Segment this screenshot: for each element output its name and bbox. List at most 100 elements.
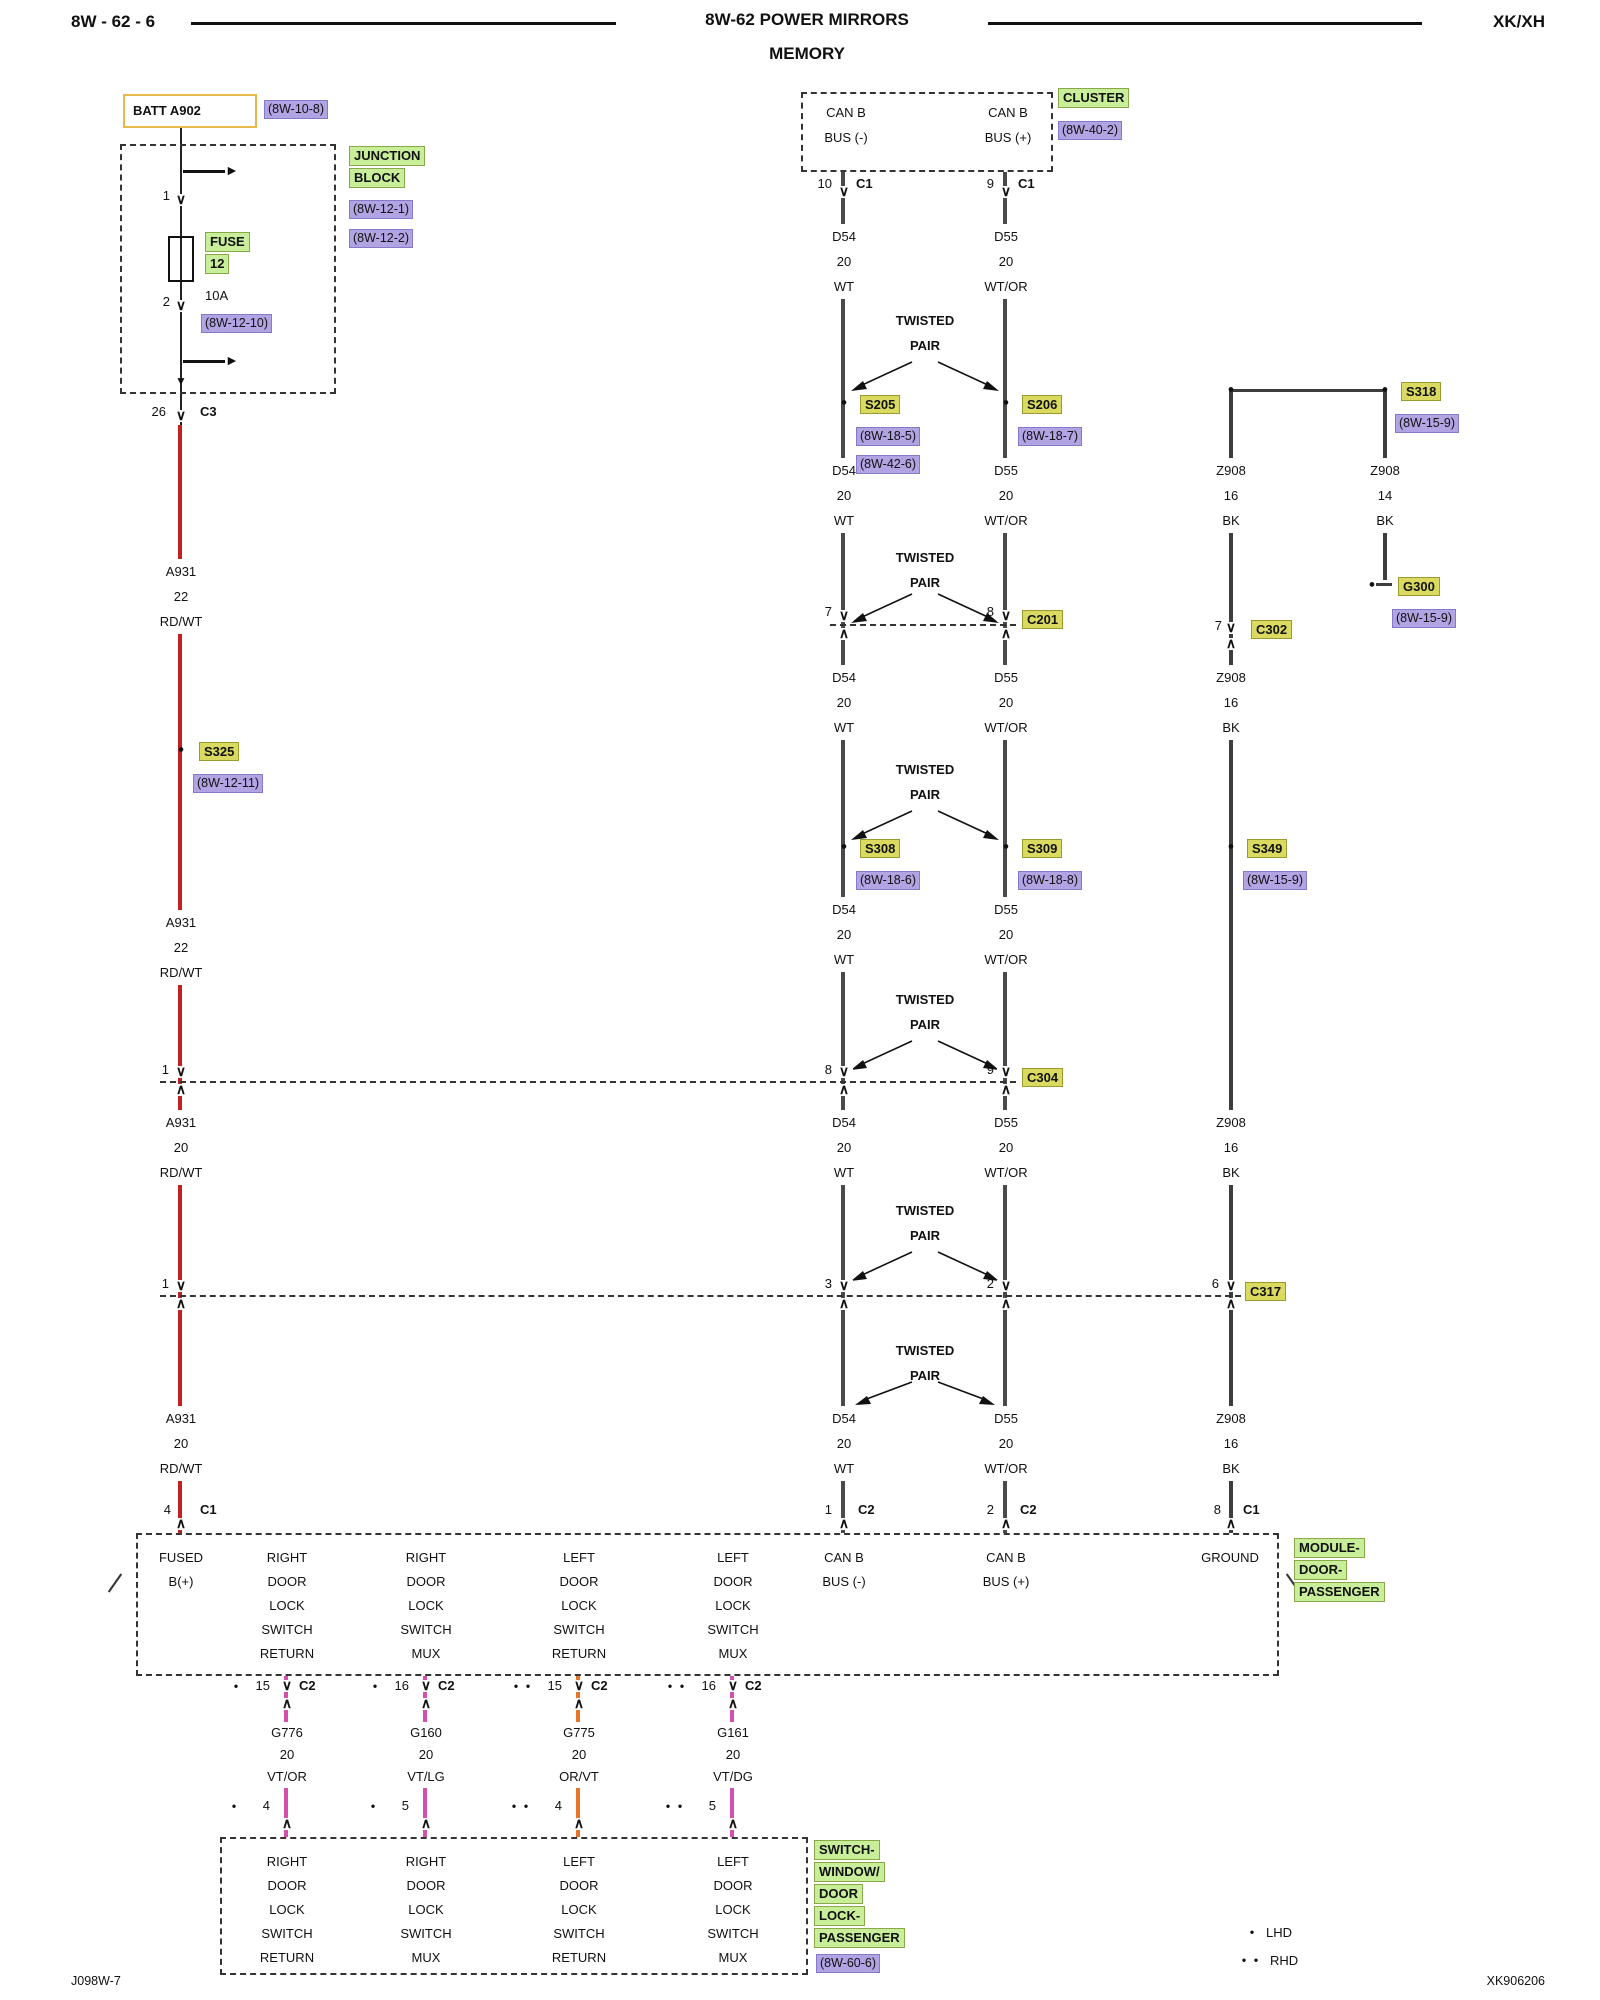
wire-code: Z908 xyxy=(1216,1115,1246,1130)
module-terminal-ground: GROUND xyxy=(1201,1550,1259,1565)
switch-pin-c: 4 xyxy=(554,1798,562,1813)
twisted-pair-label: TWISTED PAIR xyxy=(895,313,955,353)
lhd-marker-dot: ● xyxy=(370,1801,376,1811)
header-rule-left xyxy=(191,22,616,25)
wire-label-d55: D55 20 WT/OR xyxy=(981,224,1031,299)
switch-terminal-right-mux: RIGHT DOOR LOCK SWITCH MUX xyxy=(400,1854,452,1965)
lhd-marker-dot: ● xyxy=(372,1681,378,1691)
wire-gauge: 22 xyxy=(173,940,189,955)
wire-gauge: 14 xyxy=(1377,488,1393,503)
rhd-marker-dot: ● xyxy=(513,1681,519,1691)
battery-label: BATT A902 xyxy=(133,103,201,118)
terminal-line: CAN B xyxy=(826,105,866,120)
c2b-conn: C2 xyxy=(438,1678,455,1693)
s318-branch-line xyxy=(1231,389,1385,392)
wire-code: D54 xyxy=(832,229,856,244)
twisted-pair-label: TWISTED PAIR xyxy=(895,992,955,1032)
connector-symbol: ∧ xyxy=(724,1698,742,1710)
wire-gauge: 20 xyxy=(836,488,852,503)
cluster-can-pos-terminal: CAN B BUS (+) xyxy=(982,100,1035,150)
wire-label-z908-16: Z908 16 BK xyxy=(1213,1110,1249,1185)
twisted-pair-label: TWISTED PAIR xyxy=(895,1343,955,1383)
page-subtitle: MEMORY xyxy=(769,44,845,63)
rhd-marker-dot: ● xyxy=(677,1801,683,1811)
wire-gauge: 20 xyxy=(998,254,1014,269)
c317-pin-left: 3 xyxy=(824,1276,832,1291)
wire-code: Z908 xyxy=(1370,463,1400,478)
connector-symbol: ∨ xyxy=(172,194,190,206)
lhd-marker-dot: ● xyxy=(1249,1927,1255,1937)
wire-color: WT xyxy=(833,952,855,967)
connector-symbol: ∨ xyxy=(835,1280,853,1292)
switch-name-4: LOCK- xyxy=(814,1906,866,1926)
wire-color: RD/WT xyxy=(159,614,203,629)
wire-code: Z908 xyxy=(1216,463,1246,478)
switch-pin-d: 5 xyxy=(708,1798,716,1813)
splice-dot: ● xyxy=(1002,840,1010,853)
module-pin-can-neg: 1 xyxy=(824,1502,832,1517)
wire-gauge: 20 xyxy=(836,695,852,710)
connector-symbol: ∧ xyxy=(278,1818,296,1830)
wire-label-d55: D55 20 WT/OR xyxy=(981,458,1031,533)
platform-code: XK/XH xyxy=(1493,12,1545,31)
connector-symbol: ∨ xyxy=(278,1680,296,1692)
module-pin-can-pos: 2 xyxy=(986,1502,994,1517)
wire-label-d54: D54 20 WT xyxy=(829,458,859,533)
splice-dot: ● xyxy=(1381,383,1389,396)
c2a-pin: 15 xyxy=(255,1678,270,1693)
wire-label-z908-16: Z908 16 BK xyxy=(1213,1406,1249,1481)
wire-code: D55 xyxy=(994,1411,1018,1426)
legend-lhd: LHD xyxy=(1266,1925,1293,1940)
c2c-conn: C2 xyxy=(591,1678,608,1693)
wire-gauge: 20 xyxy=(836,1436,852,1451)
module-name-2: DOOR- xyxy=(1294,1560,1348,1580)
connector-symbol: ∨ xyxy=(172,1280,190,1292)
module-terminal-right-return: RIGHT DOOR LOCK SWITCH RETURN xyxy=(259,1550,315,1661)
c201-pin-right: 8 xyxy=(986,604,994,619)
wire-gauge: 20 xyxy=(836,1140,852,1155)
wire-label-d54: D54 20 WT xyxy=(829,1110,859,1185)
wire-color: WT/OR xyxy=(984,513,1028,528)
ground-dot: ● xyxy=(1368,578,1376,591)
wire-code: A931 xyxy=(165,1115,197,1130)
splice-s318: S318 xyxy=(1401,382,1442,401)
twisted-pair-label: TWISTED PAIR xyxy=(895,1203,955,1243)
splice-s349: S349 xyxy=(1247,839,1288,858)
wire-label-d55: D55 20 WT/OR xyxy=(981,1406,1031,1481)
connector-symbol: ∧ xyxy=(417,1698,435,1710)
down-arrow-icon: ▼ xyxy=(175,374,187,388)
cluster-pos-conn: C1 xyxy=(1018,176,1035,191)
switch-pin-b: 5 xyxy=(401,1798,409,1813)
splice-dot: ● xyxy=(840,840,848,853)
module-conn-batt: C1 xyxy=(200,1502,217,1517)
twisted-pair-label: TWISTED PAIR xyxy=(895,762,955,802)
footer-code: XK906206 xyxy=(1486,1974,1545,1988)
twisted-pair-arrow-icon xyxy=(851,1040,999,1070)
wire-label-d55: D55 20 WT/OR xyxy=(981,665,1031,740)
connector-symbol: ∨ xyxy=(172,300,190,312)
twisted-pair-label: TWISTED PAIR xyxy=(895,550,955,590)
wire-gauge: 22 xyxy=(173,589,189,604)
c317-pin-right: 2 xyxy=(986,1276,994,1291)
wire-code: D54 xyxy=(832,1411,856,1426)
splice-dot: ● xyxy=(840,396,848,409)
switch-name-2: WINDOW/ xyxy=(814,1862,885,1882)
connector-symbol: ∧ xyxy=(278,1698,296,1710)
wire-gauge: 20 xyxy=(998,1140,1014,1155)
connector-symbol: ∨ xyxy=(417,1680,435,1692)
splice-s309: S309 xyxy=(1022,839,1063,858)
bus-tap-line xyxy=(183,360,225,363)
c2d-pin: 16 xyxy=(701,1678,716,1693)
wire-color: WT/OR xyxy=(984,1461,1028,1476)
terminal-line: CAN B xyxy=(988,105,1028,120)
switch-terminal-right-return: RIGHT DOOR LOCK SWITCH RETURN xyxy=(259,1854,315,1965)
connector-symbol: ∧ xyxy=(997,1084,1015,1096)
wire-code: D55 xyxy=(994,902,1018,917)
junction-block-name-1: JUNCTION xyxy=(349,146,426,166)
splice-s308: S308 xyxy=(860,839,901,858)
module-pin-gnd: 8 xyxy=(1213,1502,1221,1517)
d55-wire xyxy=(1003,172,1007,1533)
module-terminal-can-neg: CAN B BUS (-) xyxy=(822,1550,866,1589)
switch-terminal-left-mux: LEFT DOOR LOCK SWITCH MUX xyxy=(707,1854,759,1965)
wire-label-d54: D54 20 WT xyxy=(829,224,859,299)
